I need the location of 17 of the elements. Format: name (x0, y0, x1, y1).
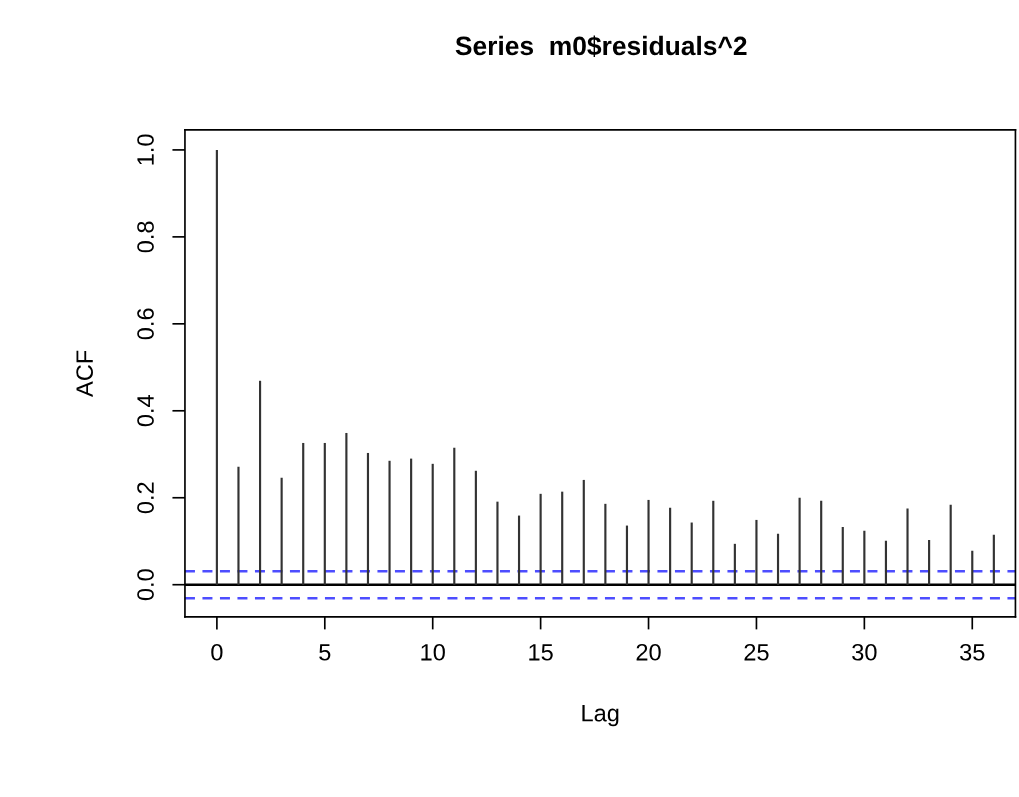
x-tick-label: 25 (744, 643, 769, 661)
x-tick-label: 5 (319, 644, 331, 661)
y-tick-label: 0.6 (137, 308, 154, 340)
y-tick-label: 0.0 (137, 569, 154, 601)
x-axis-title: Lag (582, 705, 619, 727)
x-tick-label: 20 (636, 643, 661, 661)
x-tick-label: 0 (211, 643, 223, 661)
chart-title: Series m0$residuals^2 (455, 35, 747, 57)
x-tick-label: 10 (421, 643, 445, 661)
y-axis-title: ACF (76, 350, 93, 397)
y-tick-label: 0.8 (137, 221, 154, 253)
x-tick-label: 35 (960, 643, 985, 661)
y-tick-label: 0.2 (137, 482, 154, 514)
y-tick-label: 0.4 (137, 395, 154, 427)
x-tick-label: 15 (529, 644, 553, 661)
x-tick-label: 30 (852, 643, 877, 661)
y-tick-label: 1.0 (137, 134, 154, 165)
